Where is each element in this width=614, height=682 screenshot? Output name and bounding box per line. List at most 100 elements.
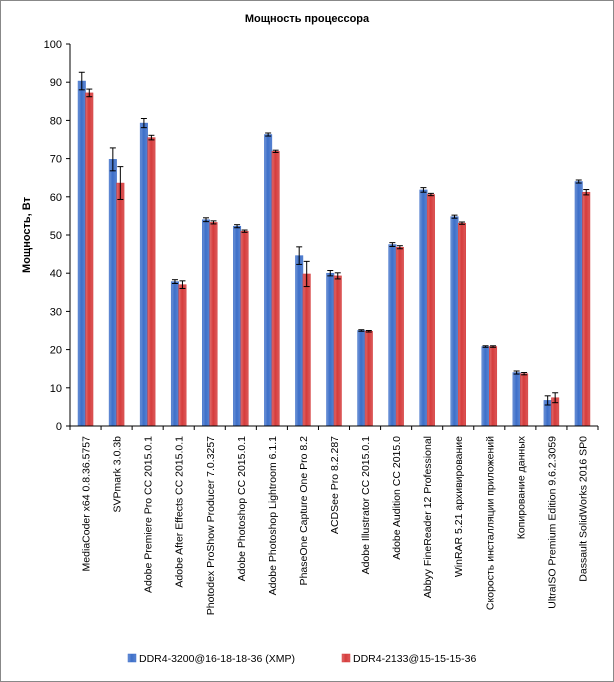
x-category-label: Adobe Premiere Pro CC 2015.0.1 [143, 436, 155, 593]
x-category-label: Скорость инсталляции приложений [484, 436, 496, 610]
y-tick-label: 0 [56, 421, 62, 433]
error-bar-series-2 [365, 330, 372, 333]
bar-series-2 [178, 284, 187, 427]
y-axis-label: Мощность, Вт [21, 196, 33, 273]
bar-series-1 [419, 189, 428, 427]
error-bar-series-1 [296, 246, 303, 265]
error-bar-series-1 [451, 214, 458, 219]
bar-series-2 [271, 151, 280, 427]
bar-series-2 [85, 92, 94, 427]
y-tick-label: 10 [50, 383, 62, 395]
error-bar-series-2 [458, 221, 465, 225]
x-category-label: Abbyy FineReader 12 Professional [422, 436, 434, 598]
bar-series-2 [240, 230, 249, 427]
legend-swatch-series-2 [341, 653, 351, 663]
error-bar-series-1 [171, 279, 178, 285]
error-bar-series-2 [241, 229, 248, 233]
x-category-label: ACDSee Pro 8.2.287 [329, 436, 341, 534]
error-bar-series-1 [140, 117, 147, 129]
bar-series-1 [388, 244, 397, 427]
error-bar-series-2 [427, 192, 434, 197]
error-bar-series-1 [420, 187, 427, 193]
x-category-label: Adobe Photoshop CC 2015.0.1 [236, 436, 248, 582]
legend-swatch-series-1 [127, 653, 137, 663]
x-category-label: Dassault SolidWorks 2016 SP0 [577, 436, 589, 582]
bar-series-1 [77, 80, 86, 427]
y-tick-label: 70 [50, 154, 62, 166]
error-bar-series-1 [234, 224, 241, 229]
error-bar-series-2 [210, 220, 217, 225]
y-tick-label: 60 [50, 192, 62, 204]
x-category-label: Adobe Photoshop Lightroom 6.1.1 [267, 436, 279, 596]
error-bar-series-2 [521, 372, 528, 376]
chart-title: Мощность процессора [245, 13, 370, 25]
bar-series-2 [333, 275, 342, 427]
error-bar-series-1 [482, 345, 489, 348]
error-bar-series-2 [396, 245, 403, 250]
x-category-label: UltraISO Premium Edition 9.6.2.3059 [546, 436, 558, 609]
bar-series-1 [202, 219, 211, 427]
bar-series-2 [489, 346, 498, 427]
error-bar-series-1 [203, 217, 210, 223]
legend: DDR4-3200@16-18-18-36 (XMP) DDR4-2133@15-… [127, 653, 476, 665]
y-tick-label: 30 [50, 306, 62, 318]
bar-series-2 [116, 182, 125, 427]
legend-label-series-2: DDR4-2133@15-15-15-36 [353, 653, 476, 665]
bar-series-1 [108, 159, 117, 427]
legend-label-series-1: DDR4-3200@16-18-18-36 (XMP) [139, 653, 295, 665]
x-category-label: Adobe After Effects CC 2015.0.1 [174, 436, 186, 588]
error-bar-series-1 [265, 132, 272, 137]
bar-series-2 [209, 222, 218, 427]
y-tick-label: 50 [50, 230, 62, 242]
error-bar-series-2 [179, 280, 186, 289]
bar-series-1 [264, 134, 273, 427]
y-tick-label: 20 [50, 345, 62, 357]
error-bar-series-2 [117, 166, 124, 200]
error-bar-series-2 [490, 345, 497, 348]
error-bar-series-1 [389, 242, 396, 247]
error-bar-series-2 [86, 88, 93, 98]
error-bar-series-2 [272, 149, 279, 153]
x-category-label: MediaCoder x64 0.8.36.5757 [81, 436, 93, 572]
error-bar-series-2 [583, 189, 590, 196]
bar-series-1 [326, 272, 335, 427]
x-category-label: SVPmark 3.0.3b [112, 436, 124, 513]
bar-series-2 [395, 246, 404, 427]
x-category-label: Копирование данных [515, 435, 527, 539]
bar-series-1 [170, 281, 179, 427]
error-bar-series-1 [78, 71, 85, 91]
y-tick-label: 40 [50, 268, 62, 280]
x-category-label: Photodex ProShow Producer 7.0.3257 [205, 436, 217, 615]
error-bar-series-1 [358, 329, 365, 332]
error-bar-series-1 [513, 370, 520, 375]
x-category-label: Adobe Audition CC 2015.0 [391, 436, 403, 560]
y-tick-label: 80 [50, 115, 62, 127]
bar-series-1 [450, 216, 459, 427]
error-bar-series-1 [544, 395, 551, 406]
bar-series-2 [520, 373, 529, 427]
x-category-label: Adobe Illustrator CC 2015.0.1 [360, 436, 372, 574]
bar-series-2 [426, 194, 435, 427]
bar-series-1 [357, 330, 366, 427]
error-bar-series-1 [109, 147, 116, 172]
bar-series-1 [139, 122, 148, 427]
bar-series-1 [574, 181, 583, 427]
bar-series-2 [364, 331, 373, 427]
bar-series-1 [481, 346, 490, 427]
error-bar-series-1 [575, 179, 582, 184]
bar-series-1 [295, 255, 304, 427]
error-bar-series-2 [552, 392, 559, 404]
bar-series-2 [582, 191, 591, 427]
bar-series-1 [512, 372, 521, 427]
x-category-label: PhaseOne Capture One Pro 8.2 [298, 436, 310, 586]
bar-series-2 [302, 273, 311, 427]
error-bar-series-2 [334, 272, 341, 280]
y-tick-label: 100 [44, 39, 62, 51]
x-category-label: WinRAR 5.21 архивирование [453, 436, 465, 577]
error-bar-series-1 [327, 270, 334, 277]
bar-series-1 [233, 225, 242, 427]
y-tick-label: 90 [50, 77, 62, 89]
bar-series-2 [147, 137, 156, 427]
error-bar-series-2 [303, 260, 310, 288]
